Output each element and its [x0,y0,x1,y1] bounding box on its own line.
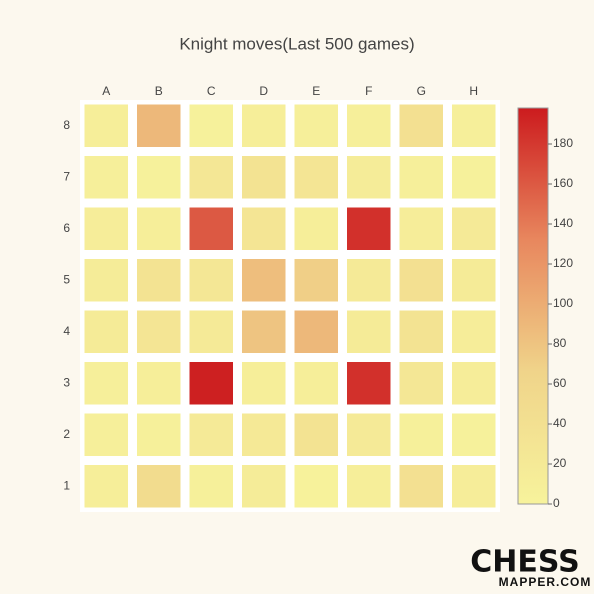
cell [84,465,128,508]
colorbar-tick-label: 0 [553,496,560,510]
cell [84,310,128,353]
x-tick-label: H [469,84,478,98]
colorbar-tick-label: 20 [553,456,567,470]
cell [399,207,443,250]
cell [84,156,128,199]
cell [189,207,233,250]
cell [84,104,128,147]
cell [189,465,233,508]
colorbar-tick-label: 60 [553,376,567,390]
cell [84,207,128,250]
cell [242,362,286,405]
cell [294,207,338,250]
cell [347,104,391,147]
cell [137,362,181,405]
cell [347,207,391,250]
cell [452,156,496,199]
cell [189,104,233,147]
y-tick-label: 4 [63,324,70,338]
cell [84,413,128,456]
cell [242,465,286,508]
y-tick-label: 7 [63,169,70,183]
chart-title: Knight moves(Last 500 games) [179,34,414,53]
cell [84,362,128,405]
cell [347,362,391,405]
cell [294,465,338,508]
x-tick-label: E [312,84,320,98]
cell [399,156,443,199]
y-tick-label: 6 [63,221,70,235]
cell [242,156,286,199]
cell [452,104,496,147]
x-tick-label: G [417,84,426,98]
cell [452,362,496,405]
colorbar-tick-label: 100 [553,296,573,310]
cell [452,259,496,302]
cell [294,310,338,353]
cell [137,104,181,147]
cell [399,362,443,405]
cell [294,104,338,147]
y-tick-label: 3 [63,375,70,389]
cell [452,413,496,456]
x-tick-label: C [207,84,216,98]
colorbar-tick-label: 80 [553,336,567,350]
cell [137,156,181,199]
cell [137,413,181,456]
cell [452,465,496,508]
colorbar [517,107,549,505]
x-tick-label: A [102,84,110,98]
cell [189,156,233,199]
cell [242,310,286,353]
cell [137,465,181,508]
cell [189,310,233,353]
colorbar-tick-label: 40 [553,416,567,430]
cell [242,207,286,250]
y-tick-label: 8 [63,118,70,132]
logo-sub: MAPPER.COM [499,575,592,589]
cell [242,104,286,147]
cell [189,413,233,456]
cell [189,259,233,302]
cell [399,259,443,302]
x-tick-label: D [259,84,268,98]
cell [294,362,338,405]
x-tick-label: F [365,84,372,98]
cell [84,259,128,302]
cell [347,156,391,199]
cell [242,259,286,302]
colorbar-tick-label: 160 [553,176,573,190]
cell [347,465,391,508]
cell [137,310,181,353]
y-tick-label: 2 [63,427,70,441]
cell [294,156,338,199]
cell [452,207,496,250]
cell [347,259,391,302]
cell [347,310,391,353]
cell [137,207,181,250]
colorbar-tick-label: 180 [553,136,573,150]
cell [347,413,391,456]
y-tick-label: 1 [63,478,70,492]
cell [399,413,443,456]
cell [294,413,338,456]
colorbar-tick-label: 120 [553,256,573,270]
cell [189,362,233,405]
cell [452,310,496,353]
cell [399,104,443,147]
cell [242,413,286,456]
cell [137,259,181,302]
cell [294,259,338,302]
x-tick-label: B [155,84,163,98]
cell [399,465,443,508]
cell [399,310,443,353]
y-tick-label: 5 [63,272,70,286]
logo: CHESS [470,545,579,580]
colorbar-tick-label: 140 [553,216,573,230]
